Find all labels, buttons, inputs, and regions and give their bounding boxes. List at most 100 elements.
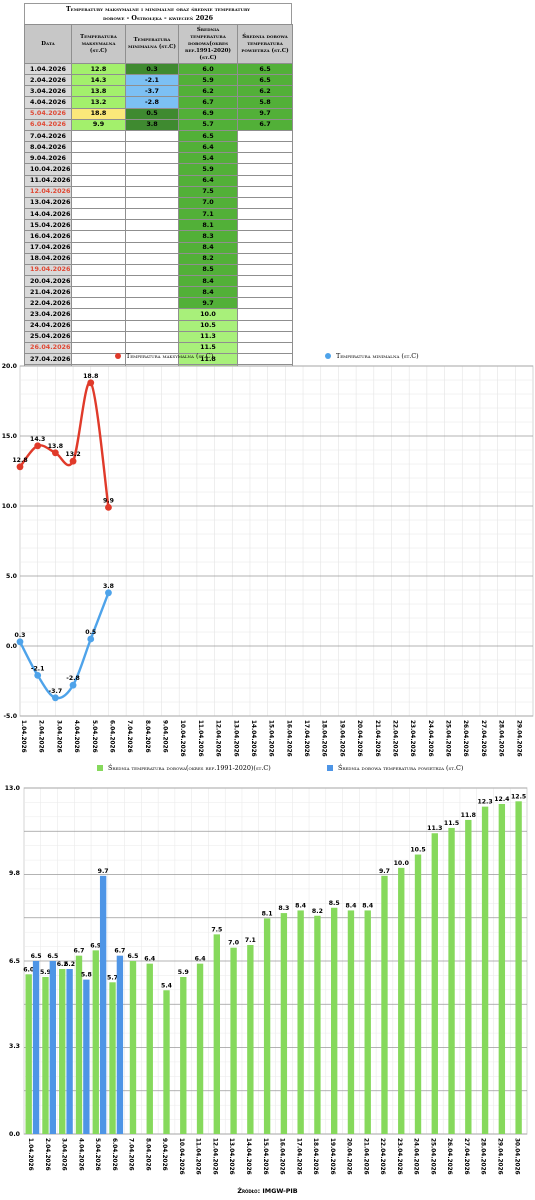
plot-area [19, 365, 534, 717]
ref-bar [180, 976, 187, 1134]
legend-ref-label: Średnia temperatura dobowa(okres ref.199… [108, 764, 271, 772]
avg-cell [237, 319, 293, 332]
x-tick-label: 3.04.2026 [61, 1138, 67, 1171]
data-label: 0.5 [85, 629, 96, 636]
max-cell [71, 208, 126, 221]
max-temp-point [87, 379, 95, 387]
date-cell: 6.04.2026 [24, 118, 72, 131]
max-cell: 12.8 [71, 62, 126, 76]
data-label: 0.3 [15, 632, 26, 639]
avg-cell [237, 263, 293, 276]
min-cell: -2.8 [125, 96, 179, 109]
x-tick-label: 3.04.2026 [55, 720, 61, 753]
max-cell [71, 319, 126, 332]
max-cell [71, 163, 126, 176]
ref-bar [230, 947, 237, 1134]
max-cell: 9.9 [71, 118, 126, 131]
x-tick-label: 29.04.2026 [496, 1138, 502, 1175]
max-cell: 14.3 [71, 74, 126, 87]
table-title: Temperatury maksymalne i minimalne oraz … [24, 3, 292, 24]
x-tick-label: 4.04.2026 [77, 1138, 83, 1171]
min-cell [125, 297, 179, 310]
data-label: 6.7 [74, 948, 85, 955]
data-label: 12.4 [494, 796, 510, 803]
ref-cell: 5.4 [178, 152, 238, 165]
date-cell: 1.04.2026 [24, 62, 72, 76]
bar-legend-ref: Średnia temperatura dobowa(okres ref.199… [97, 764, 271, 772]
x-tick-label: 22.04.2026 [391, 720, 397, 757]
table-row: 11.04.2026 6.4 [24, 174, 293, 187]
table-row: 21.04.2026 8.4 [24, 286, 293, 299]
y-tick-label: 13.0 [5, 785, 21, 792]
y-tick-label: 0.0 [6, 643, 18, 650]
x-tick-label: 26.04.2026 [446, 1138, 452, 1175]
date-cell: 13.04.2026 [24, 196, 72, 210]
x-tick-label: 20.04.2026 [346, 1138, 352, 1175]
data-label: 6.4 [144, 956, 156, 963]
data-label: 12.8 [12, 457, 27, 464]
data-label: 7.5 [211, 926, 222, 933]
data-label: 14.3 [30, 436, 45, 443]
ref-cell: 9.7 [178, 297, 238, 310]
date-cell: 24.04.2026 [24, 319, 72, 332]
avg-cell [237, 185, 293, 198]
avg-cell [237, 230, 293, 243]
date-cell: 18.04.2026 [24, 252, 72, 265]
legend-dot-red-icon [115, 353, 121, 359]
table-title-line1: Temperatury maksymalne i minimalne oraz … [65, 6, 251, 13]
ref-bar [213, 934, 221, 1134]
table-row: 22.04.2026 9.7 [24, 297, 293, 310]
avg-cell: 6.2 [237, 85, 293, 98]
ref-bar [414, 854, 422, 1134]
ref-cell: 5.7 [178, 118, 238, 131]
ref-cell: 7.5 [178, 185, 238, 198]
y-tick-label: 0.0 [9, 1131, 21, 1138]
date-cell: 20.04.2026 [24, 274, 72, 288]
date-cell: 16.04.2026 [24, 230, 72, 243]
ref-bar [398, 867, 405, 1134]
avg-cell [237, 152, 293, 165]
data-label: 9.7 [98, 868, 109, 875]
avg-cell [237, 330, 293, 343]
x-tick-label: 14.04.2026 [250, 720, 256, 757]
data-label: 13.8 [48, 443, 63, 450]
avg-bar [83, 979, 90, 1134]
avg-cell [237, 219, 293, 232]
date-cell: 25.04.2026 [24, 330, 72, 343]
table-row: 13.04.2026 7.0 [24, 196, 293, 210]
x-tick-label: 13.04.2026 [228, 1138, 234, 1175]
max-temp-point [105, 504, 112, 511]
y-tick-label: 15.0 [2, 433, 18, 440]
date-cell: 15.04.2026 [24, 219, 72, 232]
avg-cell [237, 141, 293, 154]
min-cell [125, 208, 179, 221]
x-tick-label: 15.04.2026 [268, 720, 274, 757]
max-cell [71, 196, 126, 210]
avg-cell [237, 208, 293, 221]
table-row: 6.04.2026 9.9 3.8 5.7 6.7 [24, 118, 293, 131]
date-cell: 8.04.2026 [24, 141, 72, 154]
max-cell [71, 185, 126, 198]
min-cell: 3.8 [125, 118, 179, 131]
x-tick-label: 4.04.2026 [73, 720, 79, 753]
data-label: 9.7 [379, 868, 390, 875]
avg-cell [237, 163, 293, 176]
max-cell [71, 274, 126, 288]
x-tick-label: 1.04.2026 [20, 720, 26, 753]
max-cell [71, 263, 126, 276]
y-tick-label: 6.5 [9, 958, 20, 965]
date-cell: 9.04.2026 [24, 152, 72, 165]
data-label: 8.1 [262, 910, 273, 917]
table-row: 24.04.2026 10.5 [24, 319, 293, 332]
date-cell: 2.04.2026 [24, 74, 72, 87]
avg-bar [49, 961, 57, 1134]
x-tick-label: 17.04.2026 [303, 720, 309, 757]
ref-cell: 8.4 [178, 274, 238, 288]
x-tick-label: 16.04.2026 [279, 1138, 285, 1175]
max-temp-point [69, 457, 77, 465]
data-label: 6.5 [47, 953, 58, 960]
ref-bar [465, 819, 472, 1134]
line-legend-min: Temperatura minimalna (st.C) [325, 352, 419, 360]
x-tick-label: 18.04.2026 [312, 1138, 318, 1175]
x-tick-label: 19.04.2026 [329, 1138, 335, 1175]
